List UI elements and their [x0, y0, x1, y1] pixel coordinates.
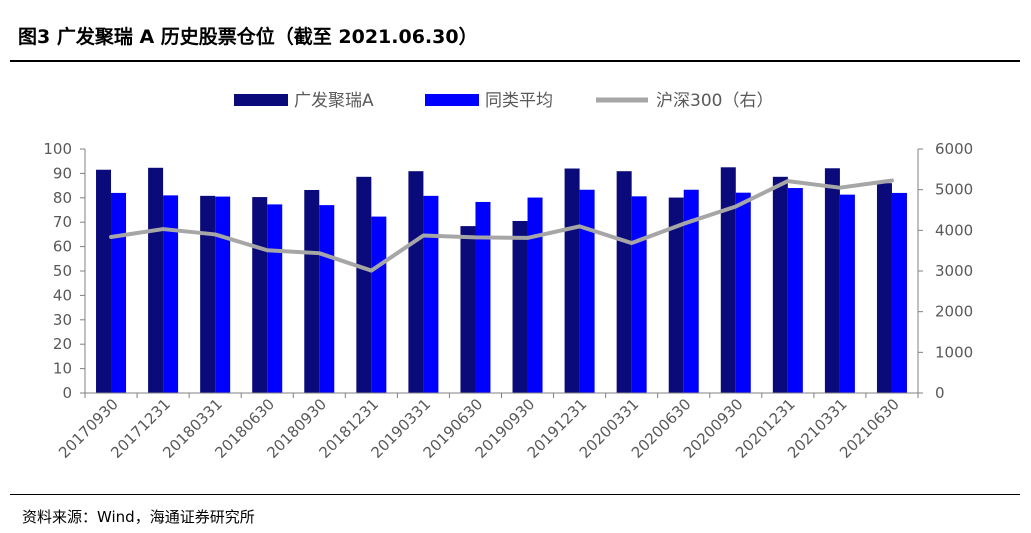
bar-peer-average: [839, 194, 855, 393]
bar-fund: [96, 169, 112, 393]
bar-fund: [148, 167, 164, 393]
bar-peer-average: [371, 216, 387, 393]
bar-fund: [772, 176, 788, 393]
left-axis-tick-label: 80: [53, 189, 72, 207]
chart-area: 广发聚瑞A 同类平均 沪深300（右） 0 10 20 30 40 50 60 70 80 90 100…: [43, 91, 973, 462]
bar-peer-average: [527, 197, 543, 393]
right-axis-tick-label: 5000: [935, 181, 973, 199]
bar-peer-average: [111, 192, 127, 393]
bar-peer-average: [163, 195, 179, 393]
left-axis-tick-label: 20: [53, 335, 72, 353]
x-axis: 2017093020171231201803312018063020180930…: [55, 392, 919, 462]
bar-fund: [252, 197, 268, 393]
left-axis-tick-label: 90: [53, 164, 72, 182]
legend-item-fund-label: 广发聚瑞A: [294, 91, 374, 111]
right-axis-tick-label: 6000: [935, 140, 973, 158]
bar-peer-average: [423, 195, 439, 393]
source-note: 资料来源：Wind，海通证券研究所: [22, 508, 255, 526]
bar-fund: [304, 189, 320, 393]
bar-fund: [200, 195, 216, 393]
bar-fund: [512, 220, 528, 393]
line-series: [109, 178, 894, 273]
left-axis-tick-label: 40: [53, 286, 72, 304]
line-index: [109, 178, 894, 273]
legend-item-fund-swatch: [234, 94, 288, 106]
legend-item-peer-average-label: 同类平均: [485, 91, 553, 111]
source-divider: [10, 494, 1020, 495]
title-divider: [10, 60, 1020, 62]
left-axis-tick-label: 50: [53, 262, 72, 280]
bar-peer-average: [683, 189, 699, 393]
bar-fund: [564, 168, 580, 393]
right-axis-tick-label: 3000: [935, 262, 973, 280]
left-axis-tick-label: 0: [62, 384, 72, 402]
left-axis-tick-label: 100: [43, 140, 72, 158]
chart-title: 图3 广发聚瑞 A 历史股票仓位（截至 2021.06.30）: [18, 26, 478, 48]
bar-peer-average: [319, 205, 335, 393]
bar-peer-average: [891, 192, 907, 393]
left-axis-tick-label: 10: [53, 360, 72, 378]
left-axis-tick-label: 60: [53, 238, 72, 256]
legend-item-peer-average-swatch: [425, 94, 479, 106]
bar-fund: [356, 176, 372, 393]
right-axis-tick-label: 0: [935, 384, 945, 402]
bar-peer-average: [735, 192, 751, 393]
bar-peer-average: [267, 204, 283, 393]
bar-peer-average: [475, 201, 491, 393]
bar-fund: [720, 167, 736, 393]
right-axis-tick-label: 2000: [935, 303, 973, 321]
right-axis-tick-label: 1000: [935, 343, 973, 361]
bar-peer-average: [787, 188, 803, 393]
bar-peer-average: [579, 189, 595, 393]
bar-fund: [876, 183, 892, 393]
left-axis: 0 10 20 30 40 50 60 70 80 90 100: [43, 140, 86, 402]
right-axis-tick-label: 4000: [935, 221, 973, 239]
bar-series: [96, 167, 907, 393]
bar-peer-average: [215, 196, 231, 393]
chart-title-bar: 图3 广发聚瑞 A 历史股票仓位（截至 2021.06.30）: [10, 18, 1018, 48]
legend: 广发聚瑞A 同类平均 沪深300（右）: [234, 91, 773, 111]
left-axis-tick-label: 70: [53, 213, 72, 231]
bar-fund: [824, 168, 840, 393]
right-axis: 0 1000 2000 3000 4000 5000 6000: [917, 140, 973, 402]
bar-fund: [668, 197, 684, 393]
bar-fund: [460, 226, 476, 393]
bar-fund: [616, 171, 632, 393]
bar-peer-average: [631, 196, 647, 393]
left-axis-tick-label: 30: [53, 311, 72, 329]
legend-item-index-label: 沪深300（右）: [656, 91, 773, 111]
bar-fund: [408, 171, 424, 393]
